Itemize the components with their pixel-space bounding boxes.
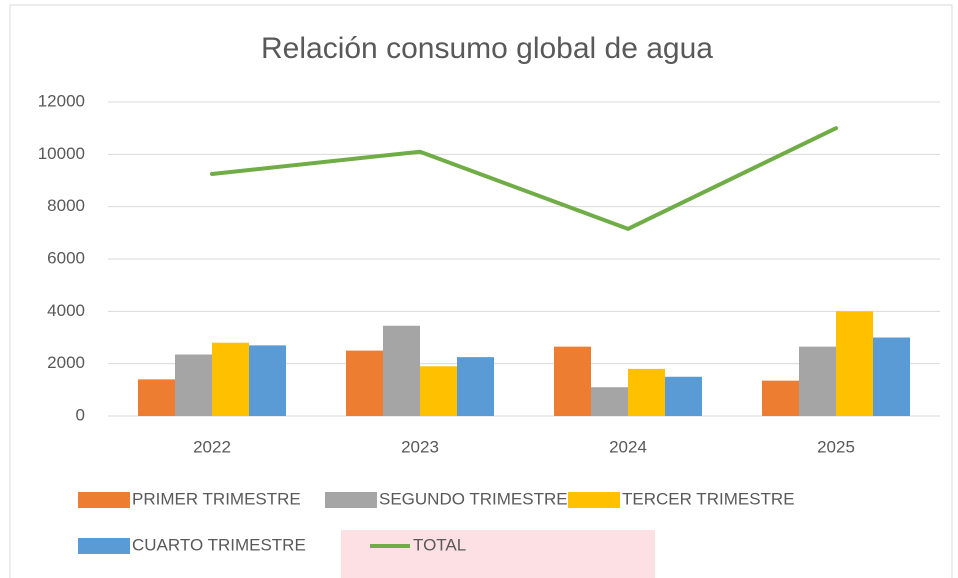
x-tick-label: 2022 (193, 437, 231, 456)
highlight (341, 530, 655, 578)
bar (457, 357, 494, 416)
y-tick-label: 6000 (47, 248, 85, 267)
bar (138, 379, 175, 416)
legend-swatch (568, 492, 620, 508)
y-tick-label: 8000 (47, 196, 85, 215)
legend-label: CUARTO TRIMESTRE (132, 535, 306, 554)
y-tick-label: 2000 (47, 353, 85, 372)
x-tick-label: 2024 (609, 437, 647, 456)
y-tick-label: 4000 (47, 301, 85, 320)
x-tick-label: 2025 (817, 437, 855, 456)
legend-label: PRIMER TRIMESTRE (132, 489, 301, 508)
legend-swatch (325, 492, 377, 508)
line (210, 126, 838, 231)
bar (212, 342, 249, 416)
chart-border (9, 4, 953, 578)
bar (346, 350, 383, 416)
bar (799, 346, 836, 416)
y-tick-label: 12000 (38, 91, 85, 110)
bar (628, 368, 665, 416)
bar (591, 387, 628, 416)
legend-label: SEGUNDO TRIMESTRE (379, 489, 568, 508)
x-tick-label: 2023 (401, 437, 439, 456)
y-tick-label: 10000 (38, 144, 85, 163)
legend-label: TOTAL (413, 535, 466, 554)
legend-swatch (78, 492, 130, 508)
legend-swatch (78, 538, 130, 554)
chart-title: Relación consumo global de agua (261, 32, 713, 65)
bar (665, 376, 702, 416)
bar (836, 311, 873, 416)
legend-label: TERCER TRIMESTRE (622, 489, 795, 508)
bar (175, 354, 212, 416)
bar (554, 346, 591, 416)
bar (249, 345, 286, 416)
y-tick-label: 0 (76, 405, 85, 424)
bar (762, 380, 799, 416)
bar (383, 325, 420, 416)
bar (873, 337, 910, 416)
bar (420, 366, 457, 416)
